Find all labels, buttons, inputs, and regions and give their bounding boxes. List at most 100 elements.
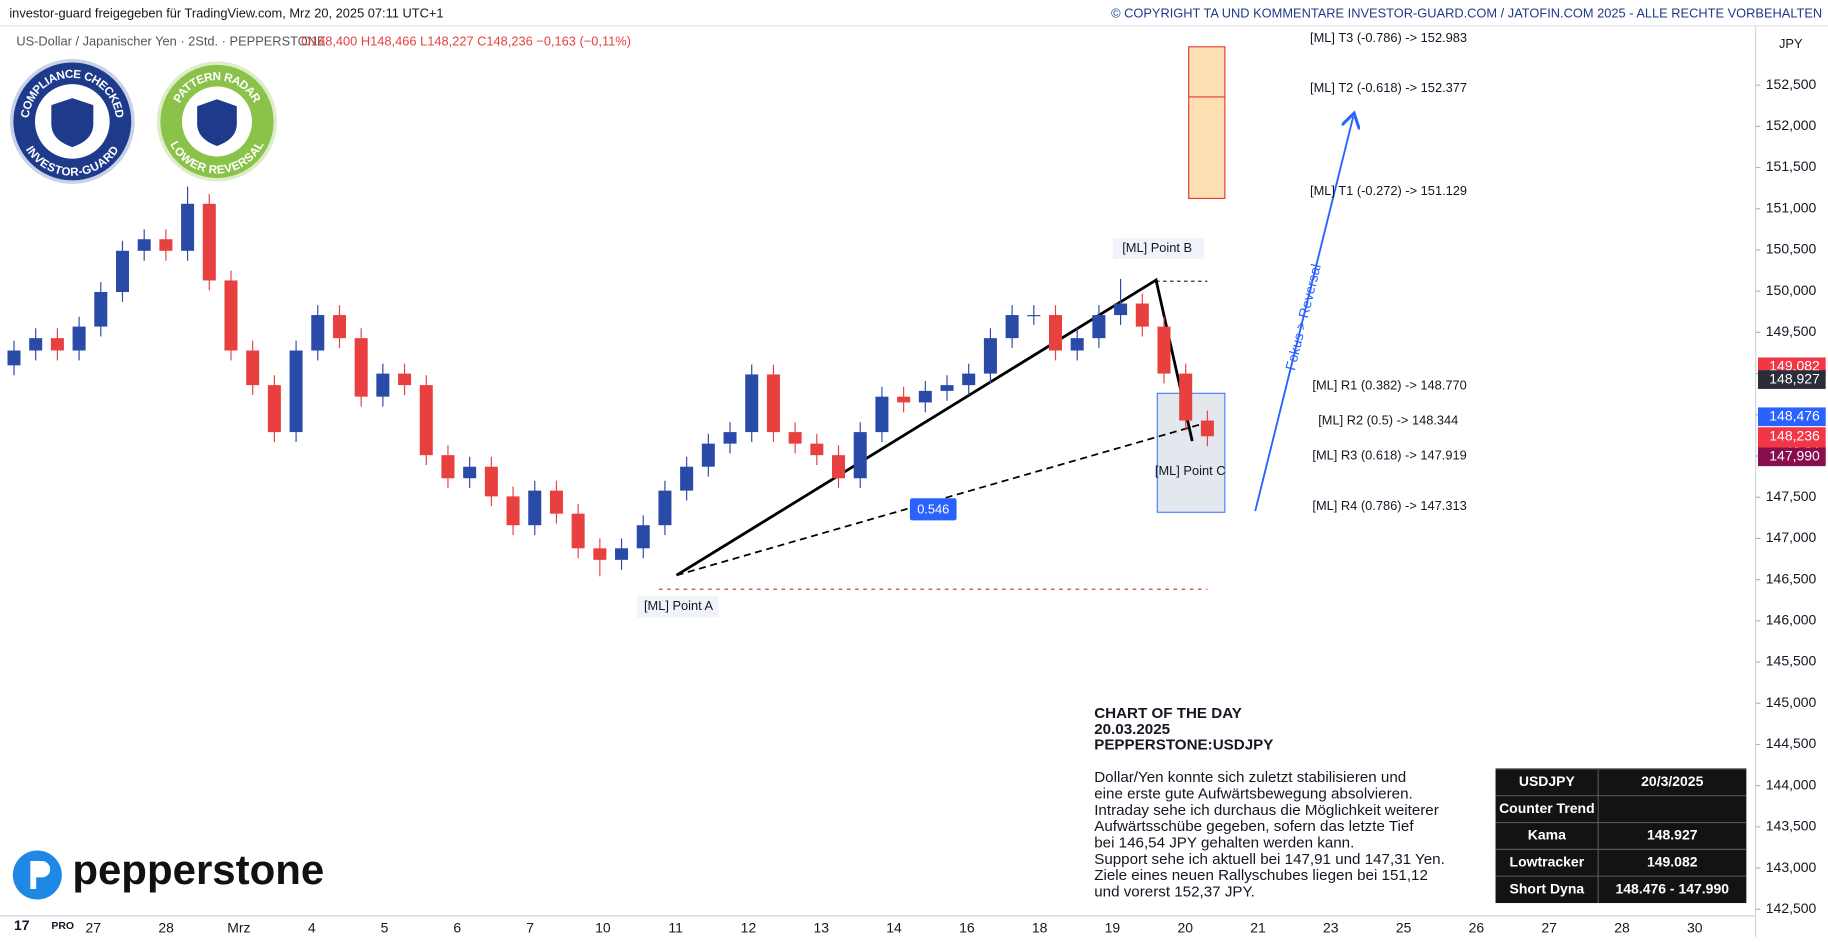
y-tick-label: 152,000 (1766, 117, 1817, 133)
candle-body (224, 280, 238, 351)
x-tick-label: 18 (1032, 919, 1048, 935)
x-tick-label: 30 (1687, 919, 1703, 935)
candle-body (1114, 303, 1128, 316)
y-tick-label: 144,500 (1766, 735, 1817, 751)
y-tick-label: 150,000 (1766, 282, 1817, 298)
candle-body (1179, 373, 1193, 421)
target-zone (1188, 46, 1226, 200)
tv-logo: 17 (14, 917, 30, 933)
level-label: [ML] R4 (0.786) -> 147.313 (1312, 498, 1466, 513)
candle-body (766, 374, 780, 433)
brand-name: pepperstone (72, 846, 324, 893)
candle-body (701, 443, 715, 467)
table-cell: USDJPY (1519, 773, 1576, 789)
candle-body (615, 548, 629, 560)
y-tick-label: 146,000 (1766, 612, 1817, 628)
candle-body (853, 432, 867, 479)
level-label: [ML] R3 (0.618) -> 147.919 (1312, 448, 1466, 463)
y-tick-label: 143,000 (1766, 859, 1817, 875)
y-tick-label: 145,500 (1766, 653, 1817, 669)
ratio-label: 0.546 (917, 501, 949, 516)
table-cell: 148.927 (1647, 827, 1698, 843)
table-cell: Kama (1528, 827, 1566, 843)
price-badge-label: 149,082 (1769, 358, 1820, 374)
table-cell: 149.082 (1647, 854, 1698, 870)
y-tick-label: 142,500 (1766, 900, 1817, 916)
brand-logo-p (30, 861, 51, 890)
point-b: [ML] Point B (1122, 240, 1192, 255)
commentary-line: Intraday sehe ich durchaus die Möglichke… (1094, 802, 1439, 819)
commentary-date: 20.03.2025 (1094, 721, 1170, 738)
candle-body (159, 239, 173, 251)
candle-body (593, 548, 607, 560)
candle-body (832, 455, 846, 479)
candle-body (875, 396, 889, 433)
candle-body (246, 350, 260, 386)
x-tick-label: 5 (381, 919, 389, 935)
y-tick-label: 146,500 (1766, 570, 1817, 586)
candle-body (571, 513, 585, 549)
candle-body (940, 385, 954, 391)
price-badge (1758, 447, 1826, 467)
level-label: [ML] T2 (-0.618) -> 152.377 (1310, 80, 1467, 95)
commentary-line: Aufwärtsschübe gegeben, sofern das letzt… (1094, 818, 1414, 835)
candle-body (658, 490, 672, 526)
commentary-line: eine erste gute Aufwärtsbewegung absolvi… (1094, 786, 1413, 803)
candle-body (441, 455, 455, 479)
candle-body (1157, 326, 1171, 374)
y-tick-label: 143,500 (1766, 818, 1817, 834)
x-tick-label: 26 (1469, 919, 1485, 935)
price-badge (1758, 407, 1826, 427)
symbol-name: US-Dollar / Japanischer Yen · 2Std. · PE… (16, 34, 325, 49)
candle-body (723, 432, 737, 444)
candle-body (897, 396, 911, 403)
level-label: [ML] T1 (-0.272) -> 151.129 (1310, 183, 1467, 198)
x-tick-label: 16 (959, 919, 975, 935)
x-tick-label: 27 (1541, 919, 1557, 935)
candle-body (463, 466, 477, 479)
price-badge-label: 147,990 (1769, 448, 1820, 464)
candle-body (1027, 315, 1041, 317)
candle-body (549, 490, 563, 514)
header-right: © COPYRIGHT TA UND KOMMENTARE INVESTOR-G… (1111, 6, 1822, 21)
x-tick-label: 19 (1105, 919, 1121, 935)
candle-body (202, 203, 216, 281)
point-c: [ML] Point C (1155, 463, 1226, 478)
y-tick-label: 151,000 (1766, 199, 1817, 215)
x-tick-label: 28 (1614, 919, 1630, 935)
level-label: [ML] R1 (0.382) -> 148.770 (1312, 378, 1466, 393)
candle-body (137, 239, 151, 251)
x-tick-label: 4 (308, 919, 316, 935)
candle-body (506, 496, 520, 526)
candle-body (332, 315, 346, 339)
candle-body (115, 250, 129, 292)
header-left: investor-guard freigegeben für TradingVi… (9, 6, 443, 21)
candle-body (376, 373, 390, 397)
y-tick-label: 150,500 (1766, 241, 1817, 257)
commentary-line: Ziele eines neuen Rallyschubes liegen be… (1094, 867, 1428, 884)
candle-body (419, 385, 433, 456)
candle-body (788, 432, 802, 444)
candle-body (7, 350, 21, 366)
x-tick-label: 23 (1323, 919, 1339, 935)
table-cell: 20/3/2025 (1641, 773, 1703, 789)
level-label: [ML] T3 (-0.786) -> 152.983 (1310, 30, 1467, 45)
y-tick-label: 151,500 (1766, 158, 1817, 174)
x-tick-label: 27 (86, 919, 102, 935)
y-tick-label: 145,000 (1766, 694, 1817, 710)
candle-body (72, 326, 86, 351)
candle-body (1070, 338, 1084, 351)
table-cell: 148.476 - 147.990 (1615, 880, 1729, 896)
tv-logo-bg (9, 918, 82, 935)
commentary-title: CHART OF THE DAY (1094, 705, 1242, 722)
point-b-box (1112, 238, 1204, 260)
commentary-line: bei 146,54 JPY gehalten werden kann. (1094, 835, 1354, 852)
y-tick-label: 152,500 (1766, 76, 1817, 92)
table-cell: Lowtracker (1510, 854, 1585, 870)
candle-body (1092, 315, 1106, 339)
candle-body (1200, 420, 1214, 437)
trend-ac (676, 421, 1208, 577)
y-tick-label: 144,000 (1766, 776, 1817, 792)
x-tick-label: 6 (453, 919, 461, 935)
